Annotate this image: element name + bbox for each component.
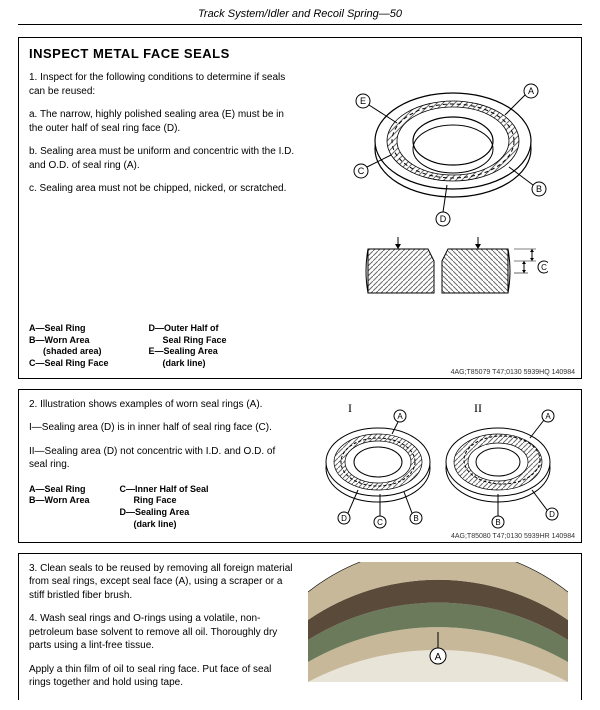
section-worn-examples: 2. Illustration shows examples of worn s… [18, 389, 582, 543]
page-header: Track System/Idler and Recoil Spring—50 [18, 8, 582, 25]
svg-text:D: D [440, 214, 447, 224]
para-3: 3. Clean seals to be reused by removing … [29, 562, 295, 603]
svg-text:D: D [341, 514, 347, 523]
svg-text:B: B [536, 184, 542, 194]
svg-text:D: D [549, 510, 555, 519]
section-title: INSPECT METAL FACE SEALS [29, 46, 571, 61]
svg-text:A: A [545, 412, 551, 421]
figure-seal-cross-section: C [328, 231, 548, 311]
para-4: 4. Wash seal rings and O-rings using a v… [29, 612, 295, 653]
svg-text:A: A [528, 86, 534, 96]
svg-text:B: B [495, 518, 500, 527]
svg-text:I: I [348, 401, 352, 415]
para-1: 1. Inspect for the following conditions … [29, 71, 295, 98]
para-1b: b. Sealing area must be uniform and conc… [29, 145, 295, 172]
svg-text:E: E [360, 96, 366, 106]
doc-ref-1: 4AG;T85079 T47;0130 5939HQ 140984 [451, 369, 575, 376]
svg-text:C: C [377, 518, 383, 527]
svg-text:B: B [413, 514, 418, 523]
svg-text:C: C [541, 263, 547, 272]
figure-seal-face-arc: A [308, 562, 568, 682]
svg-text:II: II [474, 401, 482, 415]
legend-1: A—Seal Ring B—Worn Area (shaded area) C—… [29, 323, 571, 370]
section-clean-seals: 3. Clean seals to be reused by removing … [18, 553, 582, 700]
para-2I: I—Sealing area (D) is in inner half of s… [29, 421, 295, 435]
para-2: 2. Illustration shows examples of worn s… [29, 398, 295, 412]
figure-seal-ring-iso: A E C B D [313, 71, 563, 231]
doc-ref-2: 4AG;T85080 T47;0130 5939HR 140984 [451, 533, 575, 540]
legend-2: A—Seal Ring B—Worn Area C—Inner Half of … [29, 484, 295, 531]
para-5: Apply a thin film of oil to seal ring fa… [29, 663, 295, 690]
svg-text:A: A [435, 652, 442, 663]
figure-worn-rings: I II [308, 398, 568, 538]
section-inspect-seals: INSPECT METAL FACE SEALS 1. Inspect for … [18, 37, 582, 379]
svg-text:A: A [397, 412, 403, 421]
para-2II: II—Sealing area (D) not concentric with … [29, 445, 295, 472]
para-1c: c. Sealing area must not be chipped, nic… [29, 182, 295, 196]
para-1a: a. The narrow, highly polished sealing a… [29, 108, 295, 135]
svg-text:C: C [358, 166, 365, 176]
